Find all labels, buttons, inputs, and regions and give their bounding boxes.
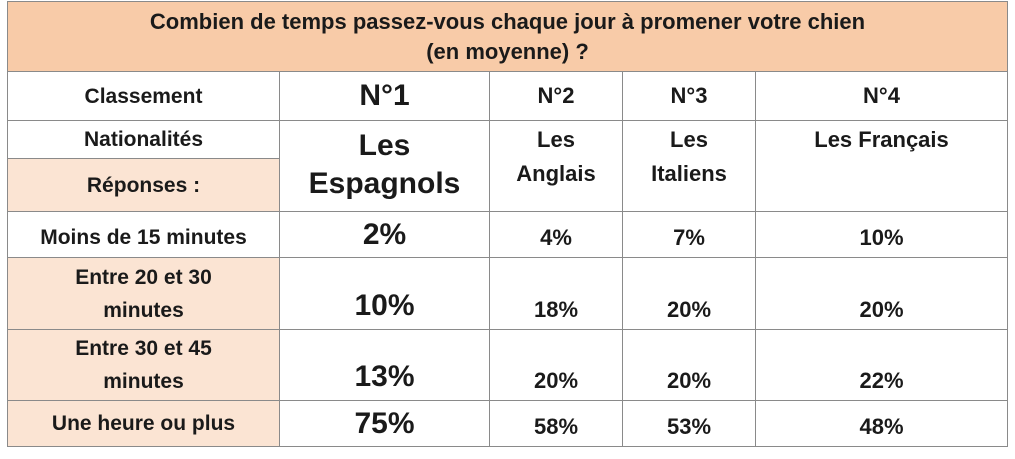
nationality-2: Les Anglais [489,120,623,212]
answer-label-4: Une heure ou plus [7,400,280,447]
nationality-4-line-1: Les Français [814,127,949,152]
rank-3: N°3 [622,71,756,121]
nationality-4: Les Français [754,120,1009,212]
nationality-1: Les Espagnols [279,120,490,212]
value-2-4: 58% [489,400,623,447]
row-label-reponses: Réponses : [7,158,280,212]
survey-table-container: Combien de temps passez-vous chaque jour… [6,1,1009,447]
value-4-2: 20% [754,257,1009,330]
nationality-1-line-2: Espagnols [308,167,461,200]
nationality-1-line-1: Les [358,129,411,162]
value-1-2: 10% [279,257,490,330]
value-3-3: 20% [622,329,756,401]
rank-1: N°1 [279,71,490,121]
answer-3-line-1: Entre 30 et 45 [75,337,212,360]
title-line-1: Combien de temps passez-vous chaque jour… [149,8,866,34]
value-3-2: 20% [622,257,756,330]
value-3-1: 7% [622,211,756,258]
row-label-classement: Classement [7,71,280,121]
nationality-2-line-1: Les [537,127,575,152]
value-2-2: 18% [489,257,623,330]
value-4-1: 10% [754,211,1009,258]
table-title: Combien de temps passez-vous chaque jour… [6,1,1009,72]
rank-2: N°2 [489,71,623,121]
rank-4: N°4 [754,71,1009,121]
value-1-1: 2% [279,211,490,258]
answer-label-3: Entre 30 et 45 minutes [7,329,280,401]
title-line-2: (en moyenne) ? [426,38,589,64]
answer-2-line-1: Entre 20 et 30 [75,265,212,289]
nationality-3-line-1: Les [670,127,708,152]
value-2-1: 4% [489,211,623,258]
answer-2-line-2: minutes [103,298,184,322]
value-4-4: 48% [754,400,1009,447]
survey-table: Combien de temps passez-vous chaque jour… [6,1,1009,447]
value-3-4: 53% [622,400,756,447]
answer-3-line-2: minutes [103,370,184,393]
value-4-3: 22% [754,329,1009,401]
value-1-4: 75% [279,400,490,447]
nationality-3-line-2: Italiens [651,161,727,186]
value-1-3: 13% [279,329,490,401]
answer-label-2: Entre 20 et 30 minutes [7,257,280,330]
nationality-2-line-2: Anglais [516,161,596,186]
value-2-3: 20% [489,329,623,401]
nationality-3: Les Italiens [622,120,756,212]
answer-label-1: Moins de 15 minutes [7,211,280,258]
row-label-nationalites: Nationalités [7,120,280,159]
